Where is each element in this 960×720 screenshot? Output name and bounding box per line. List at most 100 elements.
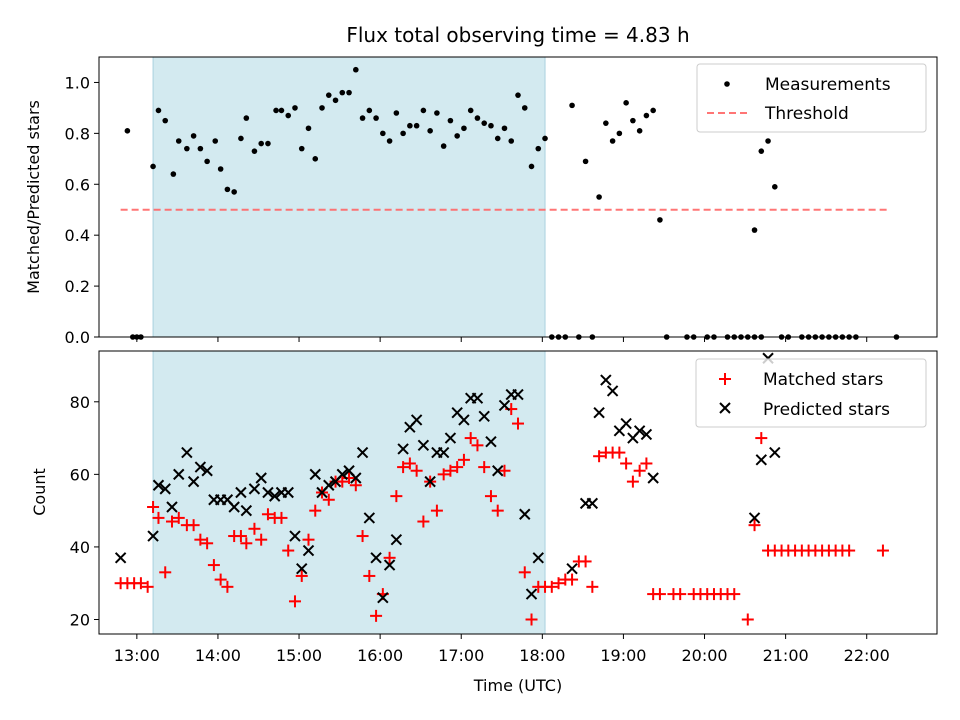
predicted-star-point [532, 552, 544, 564]
x-axis-label: Time (UTC) [473, 676, 562, 695]
measurement-point [420, 107, 427, 114]
measurement-point [353, 66, 359, 73]
matched-star-point [498, 464, 511, 477]
matched-star-point [451, 461, 464, 474]
matched-star-point [748, 519, 761, 532]
measurement-point [772, 184, 778, 190]
bottom-legend: Matched stars Predicted stars [695, 358, 927, 428]
predicted-star-point [228, 501, 240, 513]
matched-star-point [457, 453, 470, 466]
legend-predicted-marker [719, 402, 731, 414]
measurement-point [488, 122, 494, 129]
measurement-point [325, 92, 332, 98]
legend-matched-marker [719, 373, 731, 385]
predicted-star-point [492, 465, 504, 477]
predicted-star-point [309, 468, 321, 481]
measurement-point [332, 97, 339, 104]
predicted-star-point [377, 592, 389, 604]
matched-star-point [141, 580, 154, 593]
predicted-star-point [201, 465, 213, 477]
matched-star-point [336, 475, 349, 488]
bottom-ytick-label: 60 [70, 465, 90, 484]
measurement-point [515, 92, 521, 98]
predicted-star-point [485, 435, 497, 448]
legend-measurements-label: Measurements [765, 75, 891, 95]
matched-star-point [214, 573, 227, 586]
measurement-point [386, 138, 393, 144]
measurement-point [190, 133, 197, 139]
measurement-point [758, 148, 765, 154]
matched-star-point [755, 432, 768, 445]
matched-star-point [275, 511, 288, 524]
x-tick-label: 19:00 [600, 646, 646, 665]
measurement-point [373, 115, 379, 121]
predicted-star-point [755, 454, 767, 466]
measurement-point [427, 128, 433, 134]
predicted-star-point [289, 530, 301, 542]
predicted-star-point [248, 483, 261, 495]
measurement-point [258, 140, 264, 147]
predicted-star-point [748, 512, 761, 524]
matched-star-point [444, 464, 457, 477]
predicted-star-point [262, 486, 274, 499]
x-tick-label: 15:00 [276, 646, 322, 665]
measurement-point [359, 115, 366, 121]
measurement-point [339, 89, 346, 96]
legend-measurements-marker [724, 81, 730, 87]
measurement-point [434, 110, 440, 116]
measurement-point [650, 107, 656, 114]
matched-star-point [403, 457, 416, 470]
measurement-point [535, 145, 542, 152]
matched-star-point [586, 580, 599, 593]
matched-star-point [201, 537, 214, 550]
matched-star-point [187, 519, 200, 532]
measurement-point [447, 117, 454, 124]
matched-star-point [370, 609, 383, 622]
matched-star-point [159, 566, 172, 579]
measurement-point [366, 107, 373, 114]
predicted-star-point [370, 552, 382, 564]
predicted-star-point [390, 533, 403, 546]
predicted-star-point [194, 461, 207, 473]
matched-star-point [417, 515, 430, 528]
top-ytick-label: 0.8 [65, 124, 90, 143]
matched-star-point [620, 457, 633, 470]
top-legend: Measurements Threshold [696, 63, 927, 133]
measurement-point [474, 115, 481, 121]
measurement-point [630, 117, 636, 124]
matched-star-point [674, 588, 687, 601]
matched-star-point [194, 533, 207, 546]
measurement-point [765, 138, 771, 144]
top-y-axis-label: Matched/Predicted stars [24, 100, 43, 294]
measurement-point [231, 189, 237, 195]
predicted-star-point [525, 588, 538, 600]
measurement-point [204, 158, 210, 165]
predicted-star-point [593, 406, 605, 419]
measurement-point [197, 145, 204, 152]
predicted-star-point [323, 479, 335, 491]
measurement-point [508, 138, 515, 144]
measurement-point [393, 110, 400, 116]
matched-star-point [363, 569, 376, 582]
measurement-point [380, 130, 386, 137]
predicted-star-point [255, 472, 267, 484]
top-plot-frame [98, 56, 938, 338]
predicted-star-point [417, 439, 430, 452]
matched-star-point [653, 588, 666, 601]
predicted-star-point [240, 504, 253, 517]
measurement-point [657, 217, 663, 223]
matched-star-point [255, 533, 268, 546]
matched-star-point [471, 439, 484, 452]
measurement-point [170, 171, 177, 177]
measurement-point [454, 133, 460, 139]
matched-star-point [165, 515, 178, 528]
measurement-point [312, 156, 319, 162]
predicted-star-point [363, 512, 376, 524]
measurement-point [609, 138, 616, 144]
matched-star-point [152, 511, 165, 524]
top-ytick-label: 1.0 [65, 73, 90, 92]
predicted-star-point [640, 428, 653, 441]
predicted-star-point [424, 475, 436, 488]
matched-star-point [437, 468, 450, 481]
